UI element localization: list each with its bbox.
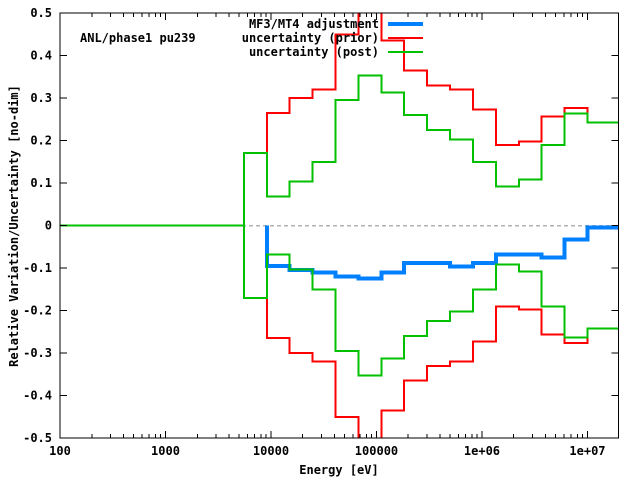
y-tick-label: -0.5 — [23, 431, 52, 445]
legend-label-adjustment: MF3/MT4 adjustment — [248, 16, 379, 31]
y-tick-label: -0.4 — [23, 389, 52, 403]
y-tick-label: 0.4 — [30, 49, 52, 63]
x-tick-label: 1e+07 — [569, 444, 605, 458]
y-tick-label: -0.2 — [23, 304, 52, 318]
x-axis-title: Energy [eV] — [299, 463, 379, 477]
tick-labels: -0.5 -0.4 -0.3 -0.2 -0.1 0 0.1 0.2 0.3 0.4 0.5 100 1… — [23, 6, 605, 458]
legend-sample-adjustment — [388, 21, 423, 26]
legend-entry-prior: uncertainty (prior) — [100, 30, 423, 45]
prior-upper-curve — [60, 13, 619, 227]
x-tick-label: 1e+06 — [464, 444, 500, 458]
legend: MF3/MT4 adjustment uncertainty (prior) u… — [100, 17, 423, 59]
adjustment-curve — [264, 225, 619, 281]
curves — [60, 13, 619, 438]
legend-label-prior: uncertainty (prior) — [241, 30, 379, 45]
post-upper-curve — [60, 74, 619, 227]
legend-label-post: uncertainty (post) — [248, 44, 379, 59]
y-tick-label: -0.1 — [23, 261, 52, 275]
y-tick-label: 0.3 — [30, 91, 52, 105]
legend-sample-prior — [388, 36, 423, 39]
y-tick-label: 0.2 — [30, 134, 52, 148]
y-tick-label: -0.3 — [23, 346, 52, 360]
x-tick-label: 100 — [49, 444, 71, 458]
axes-frame — [59, 12, 619, 439]
plot-annotation-title: ANL/phase1 pu239 — [80, 31, 196, 45]
post-lower-curve — [60, 224, 619, 377]
y-tick-label: 0.5 — [30, 6, 52, 20]
legend-sample-post — [388, 50, 423, 53]
legend-entry-post: uncertainty (post) — [100, 44, 423, 59]
y-tick-label: 0 — [45, 219, 52, 233]
y-tick-label: 0.1 — [30, 176, 52, 190]
prior-lower-curve — [60, 224, 619, 438]
legend-entry-adjustment: MF3/MT4 adjustment — [100, 16, 423, 31]
x-tick-label: 100000 — [355, 444, 398, 458]
x-tick-label: 10000 — [253, 444, 289, 458]
x-tick-label: 1000 — [151, 444, 180, 458]
y-axis-title: Relative Variation/Uncertainty [no-dim] — [7, 85, 21, 367]
